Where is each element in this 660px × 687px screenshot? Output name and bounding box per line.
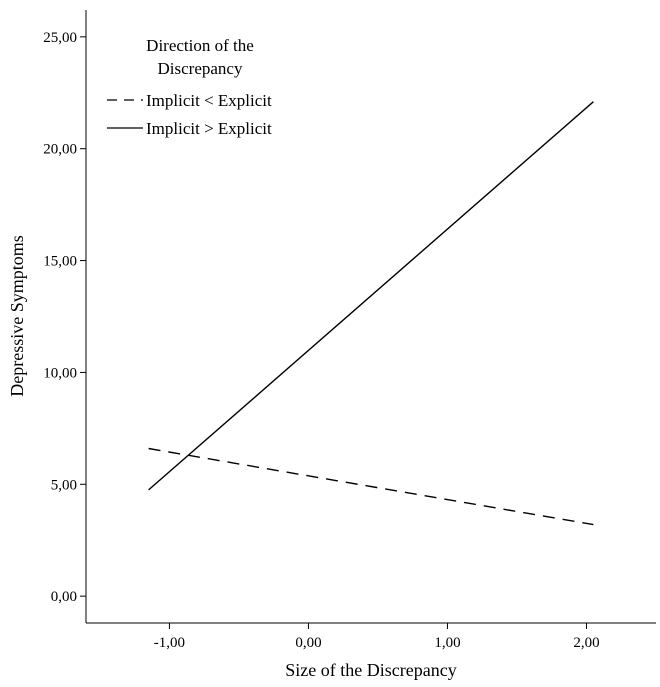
legend-label-implicit-less: Implicit < Explicit — [146, 91, 272, 110]
x-ticks: -1,00 0,00 1,00 2,00 — [154, 623, 600, 651]
y-tick-label: 20,00 — [43, 142, 77, 158]
x-tick-label: 2,00 — [573, 635, 599, 651]
x-tick-label: -1,00 — [154, 635, 185, 651]
legend-title-line-1: Direction of the — [146, 36, 254, 55]
y-tick-label: 25,00 — [43, 30, 77, 46]
y-tick-label: 15,00 — [43, 254, 77, 270]
plot-area — [85, 10, 656, 624]
y-tick-label: 0,00 — [51, 589, 77, 605]
y-tick-label: 10,00 — [43, 365, 77, 381]
y-tick-label: 5,00 — [51, 477, 77, 493]
legend-title-line-2: Discrepancy — [158, 59, 243, 78]
x-tick-label: 1,00 — [434, 635, 460, 651]
series-line-implicit-less-explicit — [148, 447, 594, 526]
legend-label-implicit-greater: Implicit > Explicit — [146, 119, 272, 138]
x-axis-title: Size of the Discrepancy — [285, 660, 456, 680]
legend: Direction of the Discrepancy Implicit < … — [107, 36, 272, 138]
series-layer — [148, 101, 594, 526]
series-line-implicit-greater-explicit — [148, 101, 594, 491]
x-tick-label: 0,00 — [295, 635, 321, 651]
y-axis-title: Depressive Symptoms — [7, 235, 27, 397]
y-ticks: 0,00 5,00 10,00 15,00 20,00 25,00 — [43, 30, 86, 605]
